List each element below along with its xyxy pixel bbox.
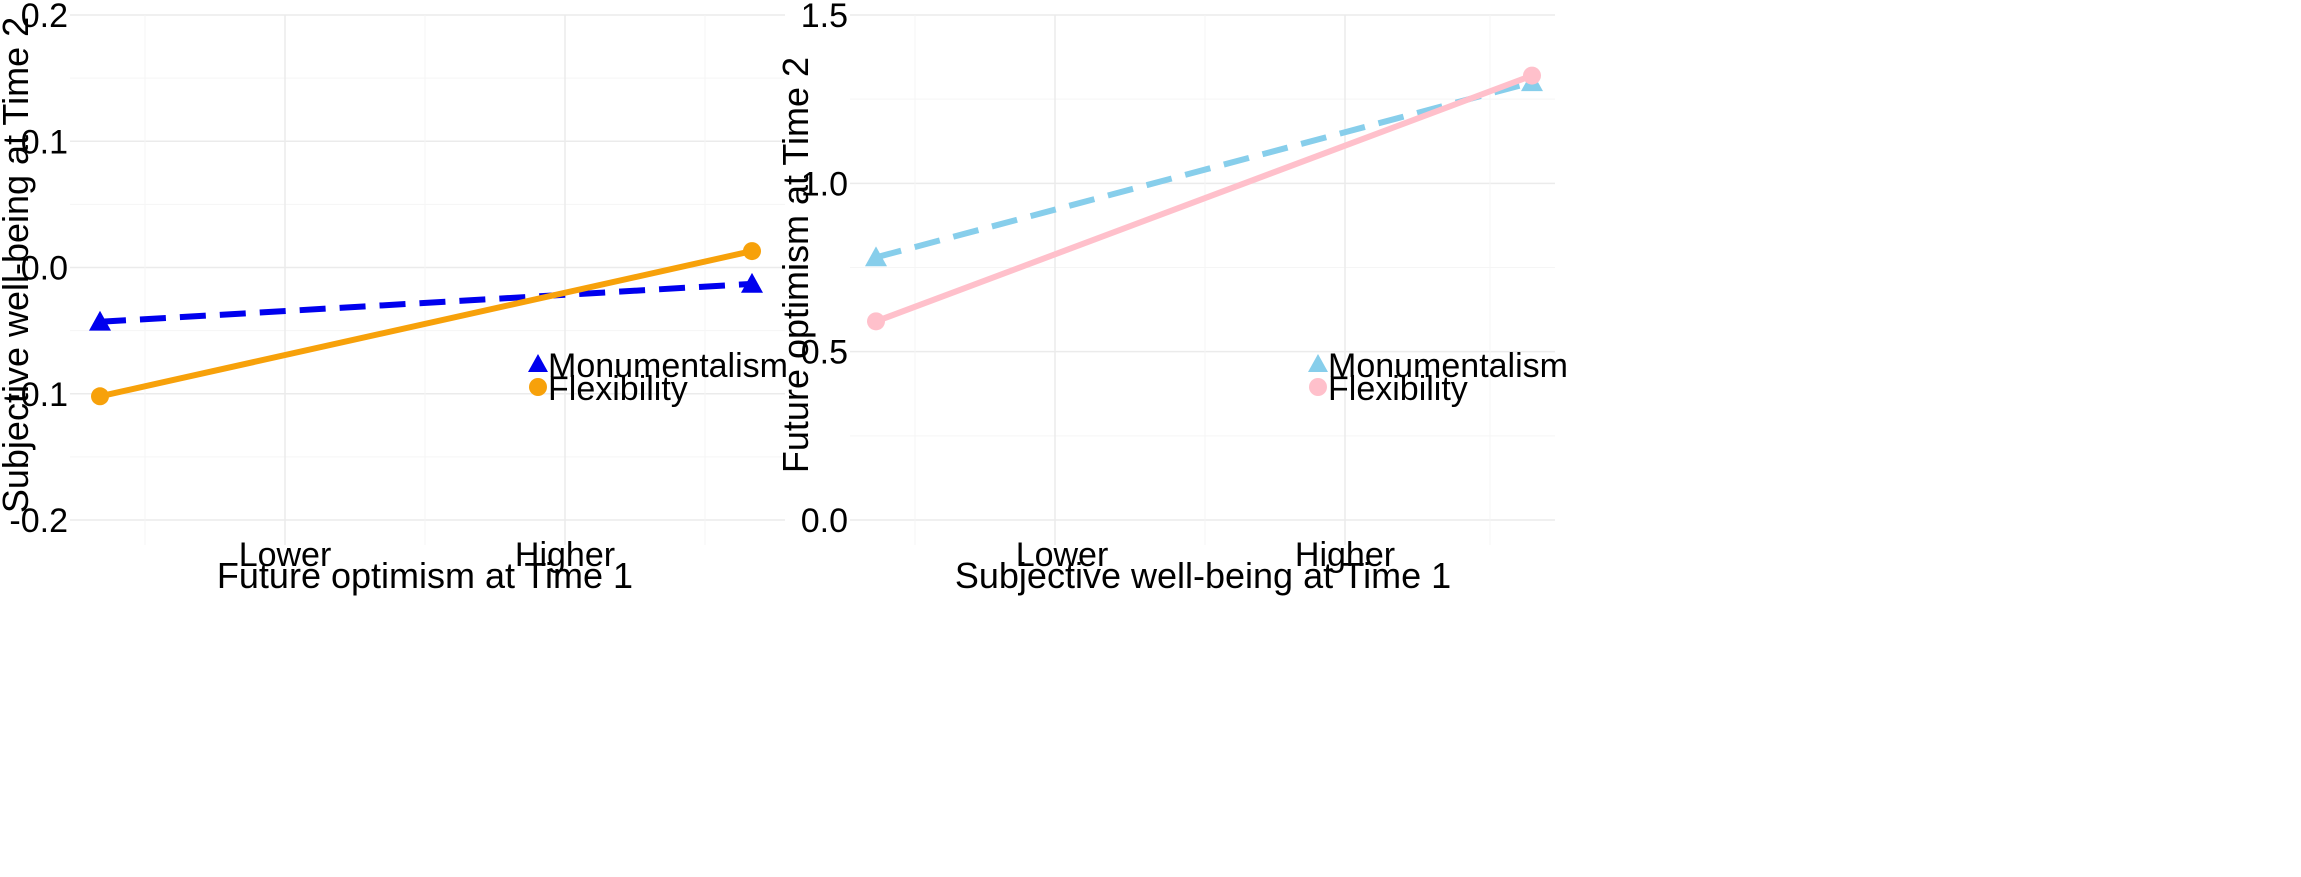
y-tick-label: 0.1 xyxy=(21,123,68,161)
y-tick-label: -0.1 xyxy=(9,376,68,414)
legend-key-circle xyxy=(1309,378,1327,396)
legend-label: Flexibility xyxy=(1328,370,1468,408)
x-tick-label: Higher xyxy=(1295,536,1395,574)
y-tick-label: -0.2 xyxy=(9,502,68,540)
x-tick-label: Lower xyxy=(1016,536,1109,574)
legend-label: Monumentalism xyxy=(1328,347,1568,385)
y-tick-label: 1.0 xyxy=(801,165,848,203)
data-point-circle xyxy=(91,387,109,406)
legend-label: Monumentalism xyxy=(548,347,788,385)
y-tick-label: 1.5 xyxy=(801,0,848,35)
series-flexibility xyxy=(91,242,761,406)
x-tick-label: Lower xyxy=(239,536,332,574)
x-axis-title: Subjective well-being at Time 1 xyxy=(955,555,1451,596)
y-tick-label: 0.0 xyxy=(21,250,68,288)
legend-key-triangle xyxy=(528,354,548,372)
series-monumentalism xyxy=(865,71,1543,267)
x-axis-title: Future optimism at Time 1 xyxy=(217,555,633,596)
legend-key-triangle xyxy=(1308,354,1328,372)
legend-label: Flexibility xyxy=(548,370,688,408)
series-line-flexibility xyxy=(874,72,1534,325)
data-point-triangle xyxy=(741,272,763,293)
data-point-triangle xyxy=(865,246,887,267)
series-flexibility xyxy=(867,66,1541,331)
y-axis-title: Subjective well-being at Time 2 xyxy=(0,17,36,513)
series-line-monumentalism xyxy=(99,280,753,325)
data-point-circle xyxy=(743,242,761,261)
data-point-triangle xyxy=(89,310,111,331)
data-point-circle xyxy=(1523,66,1541,85)
series-line-flexibility xyxy=(99,248,753,400)
y-axis-title: Future optimism at Time 2 xyxy=(775,57,816,473)
series-line-monumentalism xyxy=(875,79,1533,261)
y-tick-label: 0.5 xyxy=(801,334,848,372)
y-tick-label: 0.0 xyxy=(801,502,848,540)
y-tick-label: 0.2 xyxy=(21,0,68,35)
x-tick-label: Higher xyxy=(515,536,615,574)
data-point-circle xyxy=(867,312,885,331)
legend-key-circle xyxy=(529,378,547,396)
series-monumentalism xyxy=(89,272,763,331)
